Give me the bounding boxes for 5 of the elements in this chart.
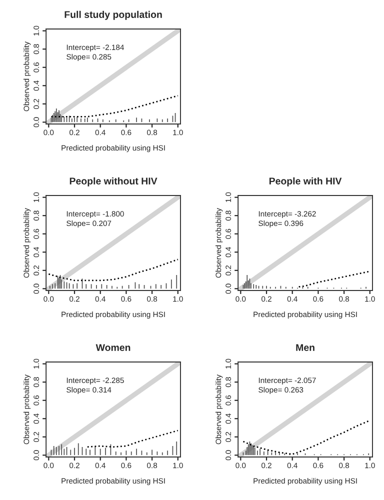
chart-title: People with HIV bbox=[269, 177, 342, 186]
chart-title: Men bbox=[296, 344, 314, 351]
chart-title: People without HIV bbox=[70, 177, 158, 186]
chart-title: Full study population bbox=[64, 10, 162, 20]
chart-title: Women bbox=[96, 344, 130, 351]
